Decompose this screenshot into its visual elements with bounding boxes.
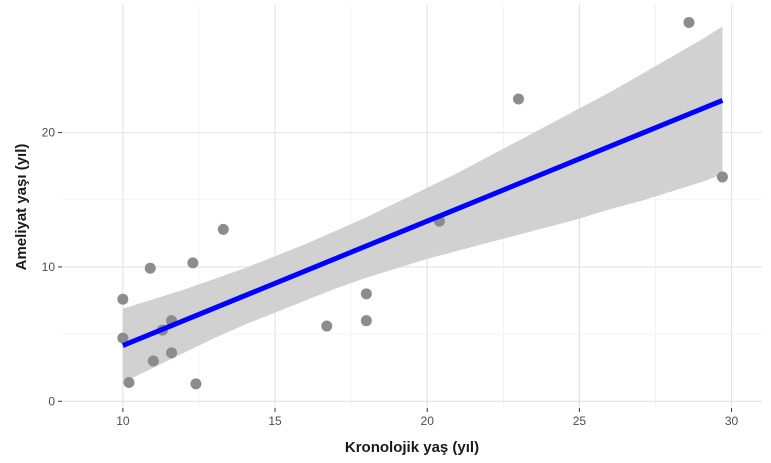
data-point (190, 378, 202, 390)
data-point (147, 355, 159, 367)
data-point (360, 315, 372, 327)
data-point (117, 293, 129, 305)
data-point (123, 376, 135, 388)
y-axis: 0 10 20 (42, 126, 62, 408)
x-tick-label: 30 (725, 414, 739, 428)
data-point (360, 288, 372, 300)
x-tick-label: 20 (421, 414, 435, 428)
data-point (716, 171, 728, 183)
data-point (513, 93, 525, 105)
y-tick-label: 20 (42, 126, 56, 140)
data-point (683, 16, 695, 28)
data-point (144, 262, 156, 274)
x-tick-label: 10 (116, 414, 130, 428)
x-axis-title: Kronolojik yaş (yıl) (345, 439, 479, 456)
x-tick-label: 15 (268, 414, 282, 428)
regression-line (121, 98, 724, 348)
data-points (117, 16, 728, 390)
data-point (187, 257, 199, 269)
confidence-band (122, 26, 723, 383)
y-tick-label: 10 (42, 260, 56, 274)
data-point (117, 332, 129, 344)
data-point (321, 320, 333, 332)
y-tick-label: 0 (48, 394, 55, 408)
x-axis: 10 15 20 25 30 (116, 408, 739, 428)
x-tick-label: 25 (573, 414, 587, 428)
data-point (166, 347, 178, 359)
data-point (217, 223, 229, 235)
y-axis-title: Ameliyat yaşı (yıl) (13, 144, 30, 271)
